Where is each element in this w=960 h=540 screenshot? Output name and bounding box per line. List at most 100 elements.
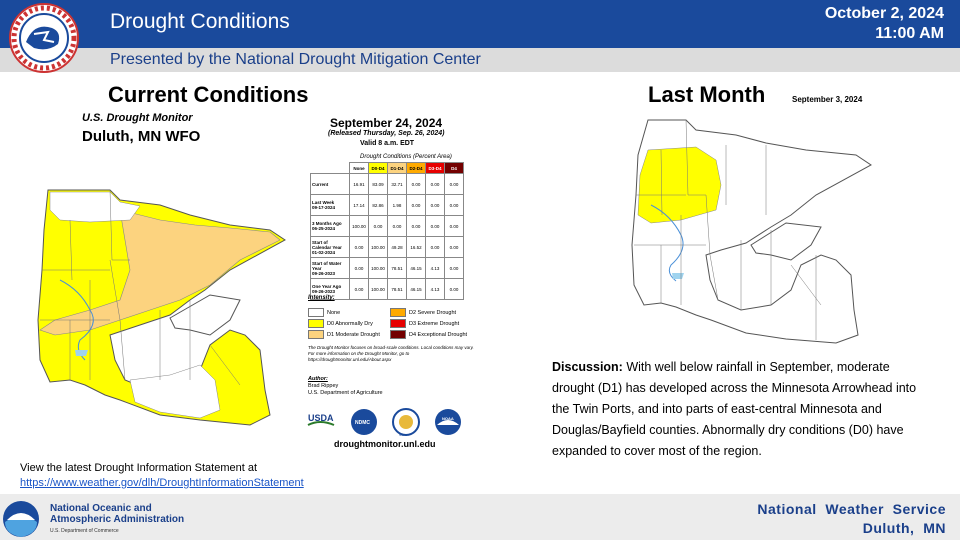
map-title: U.S. Drought Monitor <box>82 112 193 124</box>
legend-item-d0: D0 Abnormally Dry <box>308 319 373 328</box>
map-none-region <box>49 191 141 223</box>
statement-intro: View the latest Drought Information Stat… <box>20 462 258 474</box>
nidis-logo-text: NIDIS <box>399 433 407 437</box>
row-label: Start of Water Year <box>312 260 342 271</box>
header-datetime: October 2, 2024 11:00 AM <box>825 4 944 44</box>
cell: 100.00 <box>349 215 369 237</box>
row-label: One Year Ago <box>312 284 342 289</box>
monitor-url: droughtmonitor.unl.edu <box>334 439 436 449</box>
cell: 0.00 <box>406 215 426 237</box>
cell: 17.14 <box>349 194 369 216</box>
cell: 16.91 <box>349 173 369 195</box>
drought-statement-link[interactable]: https://www.weather.gov/dlh/DroughtInfor… <box>20 477 304 489</box>
map-none-region-south <box>129 364 221 419</box>
table-row: 3 Months Ago 06-25-2024 100.00 0.00 0.00 … <box>310 215 464 237</box>
row-sub: 06-25-2024 <box>312 226 336 231</box>
cell: 32.71 <box>387 173 407 195</box>
current-drought-map <box>37 189 286 426</box>
row-sub: 09-17-2024 <box>312 205 336 210</box>
cell: 0.00 <box>444 236 464 258</box>
cell: 0.00 <box>406 173 426 195</box>
page-title: Drought Conditions <box>110 10 290 33</box>
header-time: 11:00 AM <box>875 25 944 42</box>
legend-item-d2: D2 Severe Drought <box>390 308 456 317</box>
noaa-logo-icon <box>3 501 39 537</box>
footer-bar <box>0 494 960 540</box>
monitor-date: September 24, 2024 <box>330 116 443 130</box>
col-d2d4: D2-D4 <box>406 162 426 174</box>
cell: 4.13 <box>425 257 445 279</box>
table-row: One Year Ago 09-26-2023 0.00 100.00 78.51… <box>310 278 464 300</box>
row-sub: 09-26-2023 <box>312 289 336 294</box>
monitor-note: The Drought Monitor focuses on broad-sca… <box>308 345 474 362</box>
legend-swatch <box>308 308 324 317</box>
table-header-row: None D0-D4 D1-D4 D2-D4 D3-D4 D4 <box>311 162 464 174</box>
legend-item-d3: D3 Extreme Drought <box>390 319 459 328</box>
cell: 46.15 <box>406 257 426 279</box>
last-month-drought-map <box>631 119 872 344</box>
discussion-body: With well below rainfall in September, m… <box>552 360 917 458</box>
cell: 0.00 <box>349 257 369 279</box>
usda-logo-text: USDA <box>308 413 334 423</box>
cell: 0.00 <box>444 257 464 279</box>
cell: 0.00 <box>349 278 369 300</box>
cell: 0.00 <box>425 194 445 216</box>
legend-swatch <box>390 330 406 339</box>
usda-logo-icon: USDA <box>307 413 335 426</box>
cell: 0.00 <box>425 173 445 195</box>
cell: 0.00 <box>349 236 369 258</box>
legend-item-d4: D4 Exceptional Drought <box>390 330 467 339</box>
col-d0d4: D0-D4 <box>368 162 388 174</box>
cell: 82.86 <box>368 194 388 216</box>
cell: 4.13 <box>425 278 445 300</box>
cell: 0.00 <box>425 236 445 258</box>
cell: 1.98 <box>387 194 407 216</box>
map-lake-superior <box>169 294 241 336</box>
row-label: Current <box>312 181 329 187</box>
table-title: Drought Conditions (Percent Area) <box>360 154 452 160</box>
map-lake-small <box>75 350 88 356</box>
cell: 0.00 <box>444 173 464 195</box>
cell: 0.00 <box>444 278 464 300</box>
author-label: Author: <box>308 376 328 382</box>
intensity-label: Intensity: <box>308 295 335 301</box>
noaa-small-logo-icon: NOAA <box>435 409 461 435</box>
nws-logo-icon <box>9 3 79 73</box>
row-label: 3 Months Ago <box>312 221 342 226</box>
map-subtitle: Duluth, MN WFO <box>82 128 201 145</box>
cell: 46.15 <box>406 278 426 300</box>
legend-swatch <box>390 319 406 328</box>
legend-item-d1: D1 Moderate Drought <box>308 330 380 339</box>
cell: 100.00 <box>368 278 388 300</box>
map2-lake-small <box>672 273 684 279</box>
row-label: Start of Calendar Year <box>312 239 342 250</box>
noaa-department: U.S. Department of Commerce <box>50 528 119 534</box>
cell: 0.00 <box>444 215 464 237</box>
cell: 0.00 <box>425 215 445 237</box>
current-conditions-heading: Current Conditions <box>108 82 309 107</box>
drought-table: None D0-D4 D1-D4 D2-D4 D3-D4 D4 Current … <box>310 162 464 300</box>
header-bar: Drought Conditions October 2, 2024 11:00… <box>0 0 960 48</box>
last-month-heading: Last Month <box>648 82 766 107</box>
subheader-bar: Presented by the National Drought Mitiga… <box>0 48 960 72</box>
valid-time: Valid 8 a.m. EDT <box>360 140 415 147</box>
col-d1d4: D1-D4 <box>387 162 407 174</box>
last-month-date: September 3, 2024 <box>792 95 863 104</box>
table-row: Start of Calendar Year 01-02-2024 0.00 10… <box>310 236 464 258</box>
cell: 0.00 <box>387 215 407 237</box>
ndmc-logo-text: NDMC <box>355 420 370 426</box>
cell: 100.00 <box>368 257 388 279</box>
author-org: U.S. Department of Agriculture <box>308 390 383 396</box>
release-date: (Released Thursday, Sep. 26, 2024) <box>328 130 445 137</box>
footer-city: Duluth, MN <box>862 520 946 536</box>
cell: 78.51 <box>387 278 407 300</box>
col-d3d4: D3-D4 <box>425 162 445 174</box>
cell: 0.00 <box>368 215 388 237</box>
legend-item-none: None <box>308 308 340 317</box>
col-d4: D4 <box>444 162 464 174</box>
footer-org: National Weather Service <box>757 501 946 517</box>
row-sub: 09-26-2023 <box>312 270 336 276</box>
table-row: Current 16.91 83.09 32.71 0.00 0.00 0.00 <box>310 173 464 195</box>
footer-office: National Weather Service Duluth, MN <box>757 500 946 538</box>
author-name: Brad Rippey <box>308 383 339 389</box>
